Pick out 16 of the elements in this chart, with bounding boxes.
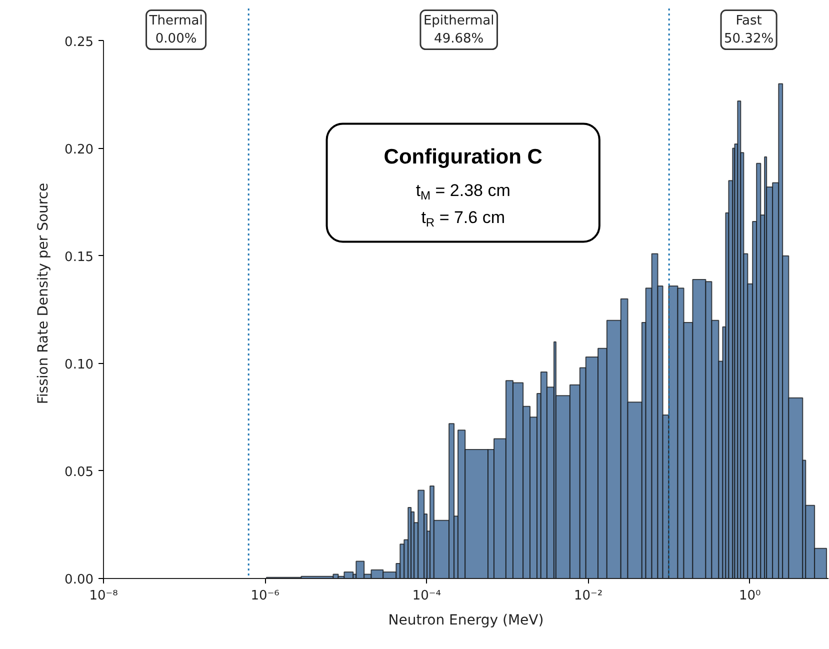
annotation: Epithermal 49.68% [423, 13, 494, 46]
y-tick-label: 0.10 [64, 357, 94, 372]
x-tick-label: 10⁻⁶ [250, 588, 280, 604]
y-axis-title: Fission Rate Density per Source [36, 182, 52, 404]
x-tick-label: 10⁻⁸ [89, 588, 118, 604]
annotation: Fast 50.32% [724, 13, 774, 46]
x-tick-label: 10⁻⁴ [412, 588, 442, 604]
y-tick-label: 0.05 [64, 464, 94, 480]
x-axis-title: Neutron Energy (MeV) [388, 612, 544, 628]
y-tick-label: 0.25 [64, 34, 94, 50]
y-tick-label: 0.00 [64, 572, 94, 588]
y-tick-label: 0.20 [64, 142, 94, 158]
y-tick-label: 0.15 [64, 250, 94, 265]
annotation: Thermal 0.00% [148, 13, 203, 46]
x-tick-label: 10⁻² [574, 588, 603, 604]
x-tick-label: 10⁰ [739, 588, 761, 604]
